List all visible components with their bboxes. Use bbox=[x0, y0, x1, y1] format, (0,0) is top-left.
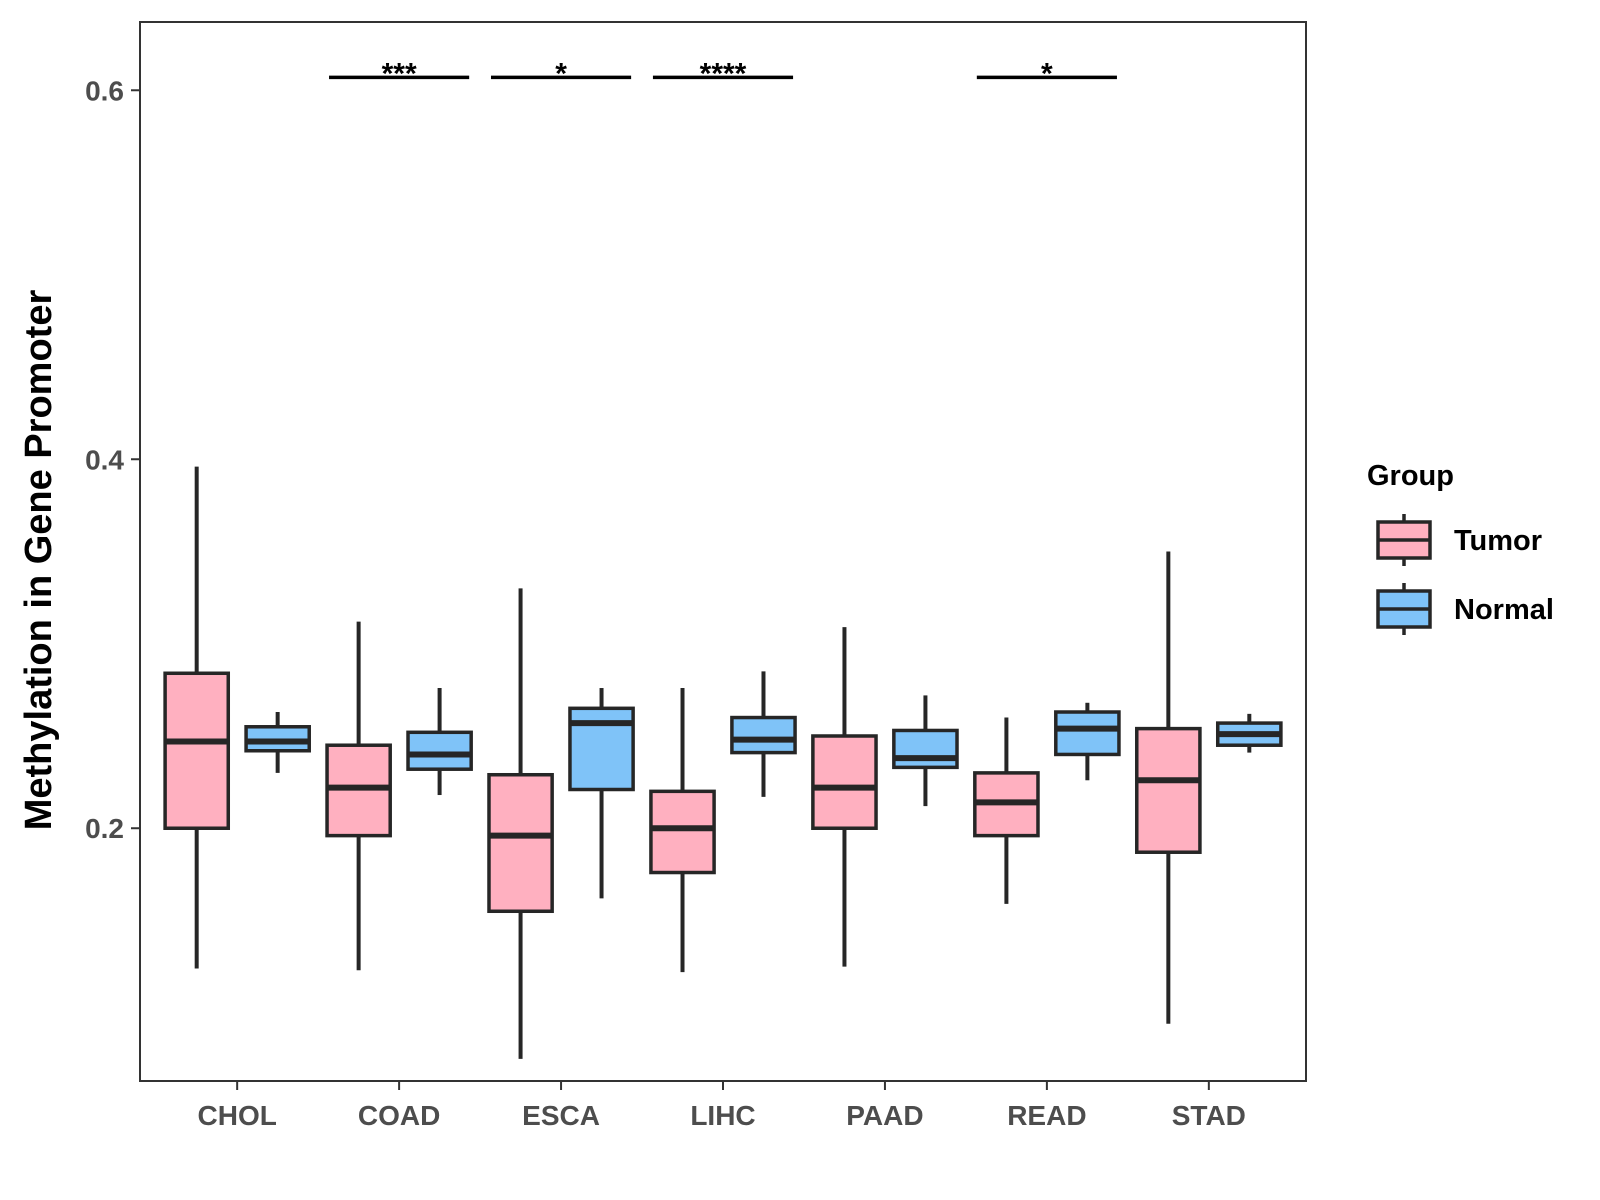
box-normal-esca bbox=[568, 688, 635, 899]
box-normal-lihc bbox=[730, 671, 797, 797]
box-body bbox=[892, 728, 959, 770]
legend: Group Tumor Normal bbox=[1367, 460, 1554, 635]
y-tick-label: 0.4 bbox=[85, 444, 124, 475]
legend-entry-normal: Normal bbox=[1376, 583, 1554, 635]
legend-label: Tumor bbox=[1454, 525, 1542, 557]
box-normal-stad bbox=[1215, 713, 1283, 753]
box-normal-read bbox=[1054, 702, 1121, 781]
significance-label: * bbox=[555, 57, 567, 90]
box-tumor-paad bbox=[811, 627, 878, 967]
box-tumor-stad bbox=[1135, 551, 1202, 1024]
legend-title: Group bbox=[1367, 460, 1454, 492]
box-tumor-lihc bbox=[649, 688, 716, 973]
axes: 0.2 0.4 0.6 CHOL COAD ESCA LIHC PAAD READ STAD bbox=[85, 21, 1307, 1131]
box-normal-paad bbox=[892, 695, 959, 807]
box-body bbox=[1135, 726, 1202, 854]
box-body bbox=[163, 671, 231, 830]
legend-label: Normal bbox=[1454, 594, 1554, 626]
x-tick-label: COAD bbox=[358, 1100, 440, 1131]
box-tumor-coad bbox=[325, 621, 392, 971]
x-tick-label: READ bbox=[1007, 1100, 1086, 1131]
x-tick-label: PAAD bbox=[846, 1100, 923, 1131]
significance-read: * bbox=[976, 57, 1117, 90]
box-body bbox=[487, 772, 554, 914]
x-tick-label: CHOL bbox=[198, 1100, 277, 1131]
box-tumor-chol bbox=[163, 466, 231, 969]
plot-area: *** * **** * bbox=[163, 57, 1283, 1059]
significance-lihc: **** bbox=[652, 57, 794, 90]
y-tick-label: 0.6 bbox=[85, 75, 124, 106]
y-tick-label: 0.2 bbox=[85, 813, 124, 844]
box-body bbox=[1054, 710, 1121, 757]
significance-coad: *** bbox=[329, 57, 470, 90]
panel-border bbox=[139, 21, 1307, 1082]
y-axis-title: Methylation in Gene Promoter bbox=[18, 290, 60, 831]
significance-label: **** bbox=[700, 57, 747, 90]
box-body bbox=[811, 734, 878, 830]
x-tick-label: ESCA bbox=[522, 1100, 600, 1131]
box-body bbox=[730, 715, 797, 755]
x-tick-label: LIHC bbox=[690, 1100, 755, 1131]
significance-label: * bbox=[1041, 57, 1053, 90]
box-body bbox=[406, 730, 473, 771]
box-normal-chol bbox=[244, 712, 311, 773]
significance-label: *** bbox=[382, 57, 417, 90]
box-tumor-read bbox=[973, 717, 1040, 904]
legend-entry-tumor: Tumor bbox=[1376, 514, 1542, 566]
significance-esca: * bbox=[490, 57, 632, 90]
x-tick-label: STAD bbox=[1172, 1100, 1246, 1131]
box-body bbox=[649, 789, 716, 875]
box-tumor-esca bbox=[487, 588, 554, 1059]
box-normal-coad bbox=[406, 688, 473, 796]
